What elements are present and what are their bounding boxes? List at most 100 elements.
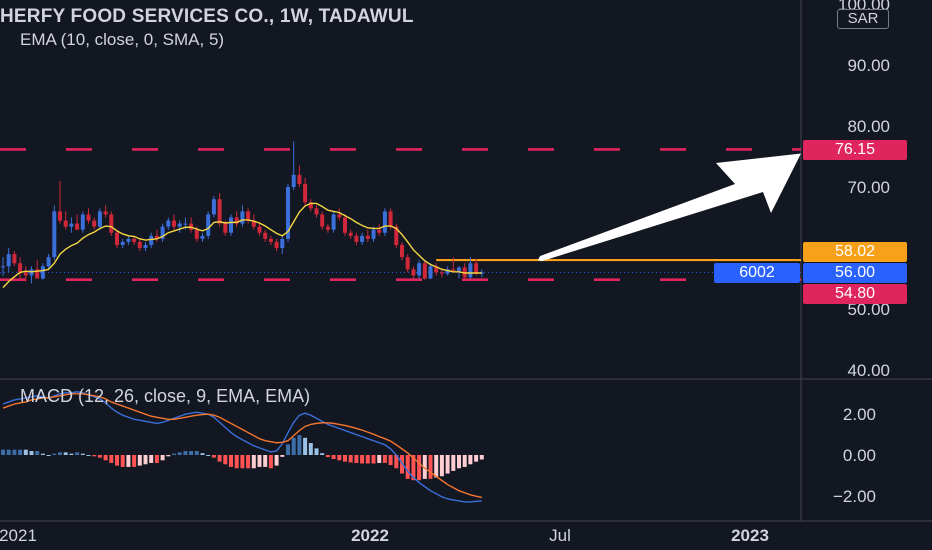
candle bbox=[417, 260, 422, 279]
histogram-bar bbox=[12, 449, 17, 455]
time-tick-label: 2022 bbox=[351, 526, 389, 545]
histogram-bar bbox=[149, 455, 154, 463]
candle bbox=[160, 223, 165, 242]
histogram-bar bbox=[462, 455, 467, 467]
histogram-bar bbox=[172, 453, 176, 455]
candle bbox=[143, 241, 148, 252]
candle bbox=[434, 263, 439, 276]
candle bbox=[132, 235, 137, 245]
time-axis[interactable]: 2021 2022 Jul 2023 bbox=[0, 526, 769, 545]
histogram-bar bbox=[211, 455, 216, 458]
price-tick-label: 70.00 bbox=[847, 178, 890, 197]
histogram-bar bbox=[40, 453, 45, 455]
macd-axis[interactable]: 2.00 0.00 −2.00 bbox=[833, 405, 876, 506]
candlestick-series bbox=[1, 141, 484, 284]
histogram-bar bbox=[308, 443, 313, 455]
histogram-bar bbox=[75, 452, 80, 455]
histogram-bar bbox=[166, 455, 171, 457]
macd-histogram bbox=[1, 435, 484, 481]
candle bbox=[343, 214, 347, 236]
candle bbox=[92, 217, 97, 230]
macd-indicator-label[interactable]: MACD (12, 26, close, 9, EMA, EMA) bbox=[20, 386, 311, 406]
histogram-bar bbox=[314, 448, 319, 455]
resistance-price-badge: 58.02 bbox=[803, 242, 907, 262]
last-price-badge: 56.00 bbox=[803, 263, 907, 283]
histogram-bar bbox=[177, 452, 182, 455]
support-price-badge: 54.80 bbox=[803, 284, 907, 304]
horizontal-levels[interactable] bbox=[0, 148, 801, 282]
histogram-bar bbox=[137, 455, 142, 466]
candle bbox=[348, 229, 353, 239]
histogram-bar bbox=[263, 455, 268, 467]
candle bbox=[97, 208, 102, 230]
projection-arrow[interactable] bbox=[538, 153, 801, 262]
histogram-bar bbox=[46, 455, 51, 456]
candle bbox=[217, 193, 222, 227]
histogram-bar bbox=[365, 455, 370, 464]
symbol-title[interactable]: HERFY FOOD SERVICES CO., 1W, TADAWUL bbox=[0, 6, 414, 27]
histogram-bar bbox=[86, 455, 91, 456]
histogram-bar bbox=[451, 455, 456, 471]
histogram-bar bbox=[194, 451, 199, 455]
candle bbox=[58, 180, 62, 224]
histogram-bar bbox=[58, 452, 62, 455]
histogram-bar bbox=[229, 455, 233, 467]
histogram-bar bbox=[320, 453, 325, 455]
price-tick-label: 50.00 bbox=[847, 300, 890, 319]
histogram-bar bbox=[445, 455, 450, 474]
candle bbox=[211, 196, 216, 218]
histogram-bar bbox=[388, 455, 393, 466]
histogram-bar bbox=[234, 455, 239, 469]
macd-tick-label: −2.00 bbox=[833, 487, 876, 506]
candle bbox=[280, 235, 285, 255]
candle bbox=[331, 211, 336, 233]
histogram-bar bbox=[348, 455, 353, 463]
histogram-bar bbox=[411, 455, 416, 481]
candle bbox=[382, 208, 387, 236]
histogram-bar bbox=[160, 455, 165, 461]
candle bbox=[462, 263, 467, 280]
histogram-bar bbox=[6, 449, 11, 455]
histogram-bar bbox=[154, 455, 159, 463]
histogram-bar bbox=[360, 455, 365, 464]
candle bbox=[115, 229, 119, 248]
histogram-bar bbox=[69, 453, 74, 455]
candle bbox=[314, 205, 319, 218]
candle bbox=[189, 217, 194, 233]
candle bbox=[394, 223, 399, 248]
candle bbox=[69, 217, 74, 233]
candle bbox=[200, 232, 205, 242]
price-tick-label: 40.00 bbox=[847, 361, 890, 380]
candle bbox=[40, 263, 45, 280]
histogram-bar bbox=[189, 451, 194, 455]
histogram-bar bbox=[286, 444, 290, 455]
histogram-bar bbox=[422, 455, 427, 479]
signal-line bbox=[2, 393, 482, 499]
histogram-bar bbox=[337, 455, 342, 461]
histogram-bar bbox=[132, 455, 137, 467]
histogram-bar bbox=[109, 455, 114, 463]
candle bbox=[137, 238, 142, 252]
histogram-bar bbox=[354, 455, 359, 463]
candle bbox=[149, 232, 154, 248]
histogram-bar bbox=[97, 455, 102, 458]
price-tick-label: 80.00 bbox=[847, 117, 890, 136]
histogram-bar bbox=[120, 455, 125, 467]
histogram-bar bbox=[63, 452, 68, 455]
histogram-bar bbox=[143, 455, 148, 465]
histogram-bar bbox=[417, 455, 422, 481]
ema-indicator-label[interactable]: EMA (10, close, 0, SMA, 5) bbox=[20, 30, 225, 49]
currency-button[interactable]: SAR bbox=[837, 9, 889, 29]
countdown-badge: 6002 bbox=[714, 263, 800, 283]
candle bbox=[354, 232, 359, 245]
candle bbox=[35, 260, 40, 279]
candle bbox=[263, 229, 268, 242]
candle bbox=[268, 235, 273, 245]
histogram-bar bbox=[200, 453, 205, 455]
histogram-bar bbox=[246, 455, 251, 469]
price-tick-label: 100.00 bbox=[838, 0, 890, 14]
histogram-bar bbox=[1, 449, 5, 455]
candle bbox=[428, 263, 433, 280]
